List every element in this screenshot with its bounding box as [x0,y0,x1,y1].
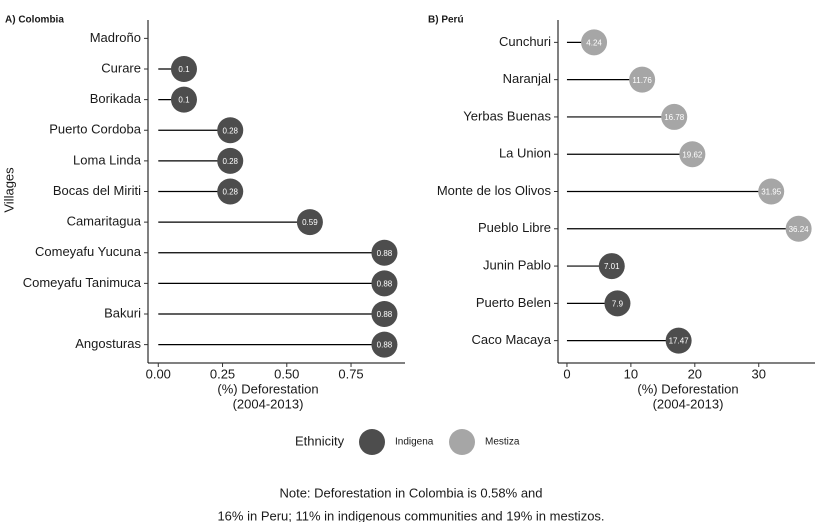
x-tick-label: 0.25 [210,366,235,381]
value-label: 16.78 [664,113,685,122]
dot [170,56,197,82]
dot [785,215,812,242]
y-tick-label: Cunchuri [499,34,551,49]
value-label: 0.1 [178,96,190,105]
legend-title: Ethnicity [295,433,345,448]
value-label: 0.88 [377,249,393,258]
dot [758,178,785,205]
legend-label: Indigena [395,437,434,448]
value-label: 0.28 [222,126,238,135]
dot [371,331,398,358]
note: Note: Deforestation in Colombia is 0.58%… [279,485,542,500]
y-tick-label: La Union [499,146,551,161]
dot [598,253,625,280]
y-tick-label: Puerto Belen [476,295,551,310]
x-tick-label: 0.00 [146,366,171,381]
value-label: 31.95 [761,188,782,197]
value-label: 0.59 [302,218,318,227]
dot [604,290,631,317]
y-tick-label: Borikada [90,91,142,106]
dot [679,141,706,168]
x-axis-label: (2004-2013) [233,396,304,411]
x-tick-label: 20 [688,366,702,381]
x-axis-label: (%) Deforestation [637,381,738,396]
value-label: 0.1 [178,65,190,74]
legend-swatch [359,429,385,455]
x-tick-label: 0 [563,366,570,381]
value-label: 7.9 [612,299,624,308]
y-tick-label: Angosturas [75,336,141,351]
value-label: 36.24 [789,225,810,234]
dot [217,147,244,174]
value-label: 4.24 [586,38,602,47]
y-tick-label: Comeyafu Tanimuca [23,275,142,290]
y-tick-label: Camaritagua [67,214,142,229]
x-tick-label: 10 [624,366,638,381]
y-tick-label: Bocas del Miriti [53,183,141,198]
y-tick-label: Naranjal [503,71,552,86]
dot [217,178,244,205]
y-axis-label: Villages [1,167,16,213]
dot [665,327,692,354]
value-label: 0.28 [222,157,238,166]
y-tick-label: Pueblo Libre [478,220,551,235]
dot [371,270,398,297]
x-tick-label: 30 [752,366,766,381]
panel-title: B) Perú [428,15,464,26]
value-label: 0.88 [377,310,393,319]
dot [170,86,197,113]
dot [371,301,398,327]
dot [217,117,244,144]
legend-label: Mestiza [485,437,520,448]
y-tick-label: Yerbas Buenas [463,108,551,123]
x-axis-label: (2004-2013) [653,396,724,411]
y-tick-label: Loma Linda [73,152,142,167]
dot [581,29,608,56]
value-label: 0.88 [377,279,393,288]
value-label: 19.62 [682,150,703,159]
value-label: 0.28 [222,188,238,197]
y-tick-label: Curare [101,60,141,75]
dot [629,66,656,93]
dot [661,103,688,130]
value-label: 11.76 [632,76,652,85]
value-label: 7.01 [604,262,620,271]
legend-swatch [449,429,475,455]
y-tick-label: Puerto Cordoba [49,122,142,137]
note: 16% in Peru; 11% in indigenous communiti… [217,508,604,522]
value-label: 0.88 [377,341,393,350]
value-label: 17.47 [669,337,690,346]
x-tick-label: 0.50 [274,366,299,381]
dot [371,239,398,266]
y-tick-label: Monte de los Olivos [437,183,552,198]
dot [296,209,323,236]
y-tick-label: Junin Pablo [483,258,551,273]
x-tick-label: 0.75 [338,366,363,381]
y-tick-label: Caco Macaya [472,332,552,347]
y-tick-label: Bakuri [104,305,141,320]
y-tick-label: Madroño [90,30,141,45]
y-tick-label: Comeyafu Yucuna [35,244,142,259]
panel-title: A) Colombia [5,15,64,26]
x-axis-label: (%) Deforestation [217,381,318,396]
